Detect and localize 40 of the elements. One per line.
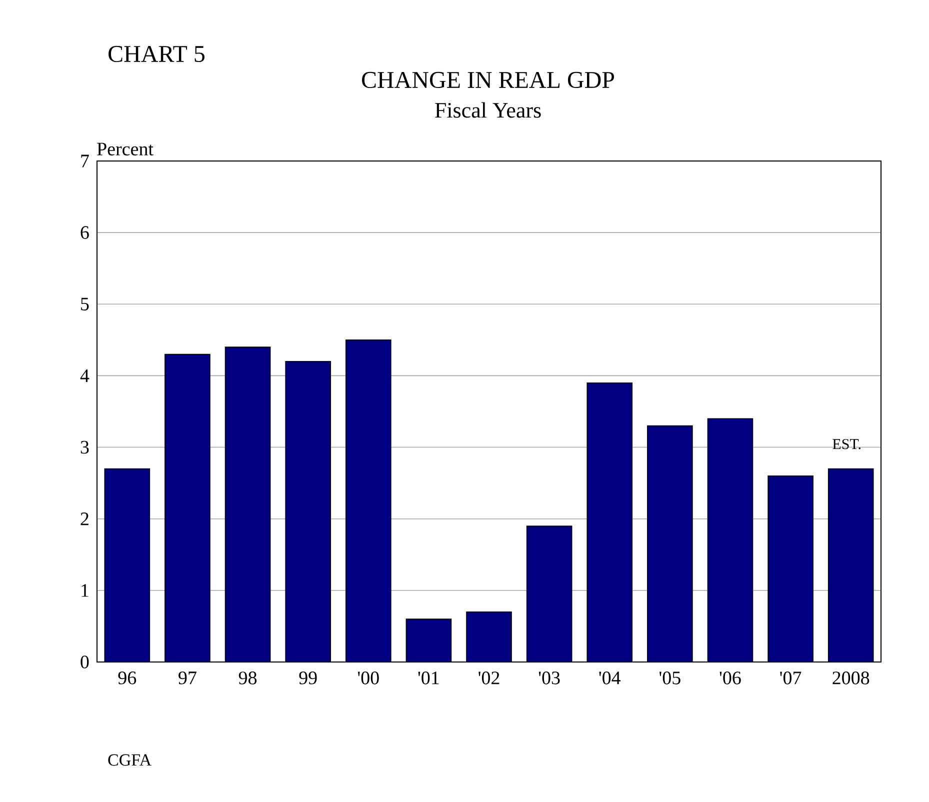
bar bbox=[828, 468, 874, 662]
y-tick-label: 3 bbox=[80, 440, 89, 454]
bar bbox=[768, 476, 814, 662]
y-axis-title: Percent bbox=[97, 142, 154, 156]
y-tick-label: 0 bbox=[80, 656, 89, 668]
bar bbox=[286, 361, 331, 662]
bar bbox=[708, 418, 753, 662]
bar bbox=[406, 619, 452, 662]
x-tick-label: 96 bbox=[118, 672, 136, 684]
y-tick-label: 5 bbox=[81, 298, 89, 310]
bar bbox=[587, 382, 632, 662]
bar bbox=[346, 340, 391, 662]
x-tick-label: '02 bbox=[478, 672, 500, 684]
y-tick-label: 6 bbox=[80, 226, 89, 239]
annotation: EST. bbox=[832, 439, 861, 450]
x-tick-label: 97 bbox=[178, 672, 196, 684]
bar bbox=[104, 468, 150, 662]
caption: CHART 5 bbox=[108, 46, 204, 62]
x-tick-label: '01 bbox=[418, 672, 439, 684]
x-tick-label: 2008 bbox=[832, 672, 870, 684]
x-tick-label: '07 bbox=[780, 672, 802, 684]
bar bbox=[526, 526, 572, 662]
y-tick-label: 4 bbox=[80, 369, 90, 382]
y-tick-label: 7 bbox=[81, 154, 89, 168]
x-tick-label: '00 bbox=[358, 672, 379, 684]
x-tick-label: '03 bbox=[538, 672, 560, 684]
x-tick-label: '05 bbox=[660, 672, 680, 684]
x-tick-label: 99 bbox=[299, 672, 317, 684]
x-tick-label: '04 bbox=[599, 672, 621, 684]
chart-subtitle: Fiscal Years bbox=[435, 102, 541, 118]
y-tick-label: 1 bbox=[82, 584, 88, 597]
bar bbox=[647, 426, 692, 662]
x-tick-label: 98 bbox=[238, 672, 257, 684]
bar bbox=[164, 354, 210, 662]
bar bbox=[466, 612, 512, 662]
text: CGFA bbox=[108, 754, 152, 766]
bar bbox=[225, 347, 270, 662]
y-tick-label: 2 bbox=[80, 512, 88, 526]
chart-title: CHANGE IN REAL GDP bbox=[362, 72, 614, 88]
x-tick-label: '06 bbox=[720, 672, 741, 684]
